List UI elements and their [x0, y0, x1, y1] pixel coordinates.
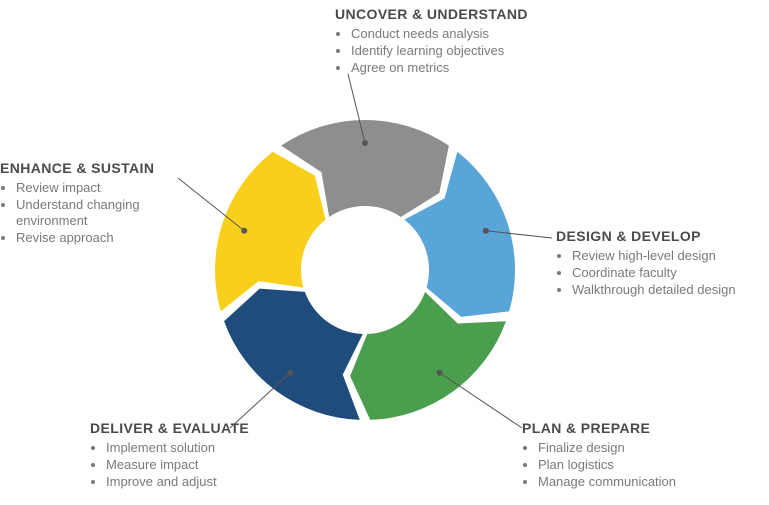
- segment-bullet: Improve and adjust: [106, 474, 300, 490]
- segment-title: PLAN & PREPARE: [522, 420, 732, 438]
- segment-bullet: Measure impact: [106, 457, 300, 473]
- segment-title: DELIVER & EVALUATE: [90, 420, 300, 438]
- callout-line-plan: [440, 373, 522, 428]
- label-enhance: ENHANCE & SUSTAIN Review impactUnderstand…: [0, 160, 180, 248]
- segment-deliver: [224, 289, 363, 420]
- segment-bullet: Walkthrough detailed design: [572, 282, 766, 298]
- segment-bullets: Review high-level designCoordinate facul…: [556, 248, 766, 299]
- segment-bullet: Manage communication: [538, 474, 732, 490]
- segment-title: UNCOVER & UNDERSTAND: [335, 6, 585, 24]
- label-design: DESIGN & DEVELOP Review high-level design…: [556, 228, 766, 299]
- label-deliver: DELIVER & EVALUATE Implement solutionMeas…: [90, 420, 300, 491]
- segment-bullets: Review impactUnderstand changing environ…: [0, 180, 180, 247]
- segment-bullet: Review high-level design: [572, 248, 766, 264]
- segment-bullet: Revise approach: [16, 230, 180, 246]
- segment-bullet: Coordinate faculty: [572, 265, 766, 281]
- segment-bullet: Plan logistics: [538, 457, 732, 473]
- callout-dot-design: [483, 228, 489, 234]
- segment-bullets: Implement solutionMeasure impactImprove …: [90, 440, 300, 491]
- label-plan: PLAN & PREPARE Finalize designPlan logist…: [522, 420, 732, 491]
- segment-bullet: Implement solution: [106, 440, 300, 456]
- callout-dot-deliver: [287, 370, 293, 376]
- segment-title: DESIGN & DEVELOP: [556, 228, 766, 246]
- segment-bullet: Agree on metrics: [351, 60, 585, 76]
- segment-bullet: Review impact: [16, 180, 180, 196]
- segment-bullet: Understand changing environment: [16, 197, 180, 230]
- segment-bullets: Finalize designPlan logisticsManage comm…: [522, 440, 732, 491]
- callout-dot-plan: [437, 370, 443, 376]
- segment-title: ENHANCE & SUSTAIN: [0, 160, 180, 178]
- callout-dot-enhance: [241, 228, 247, 234]
- segment-bullets: Conduct needs analysisIdentify learning …: [335, 26, 585, 77]
- segment-bullet: Identify learning objectives: [351, 43, 585, 59]
- label-uncover: UNCOVER & UNDERSTAND Conduct needs analys…: [335, 6, 585, 77]
- segment-bullet: Conduct needs analysis: [351, 26, 585, 42]
- callout-dot-uncover: [362, 140, 368, 146]
- diagram-stage: UNCOVER & UNDERSTAND Conduct needs analys…: [0, 0, 769, 505]
- segment-bullet: Finalize design: [538, 440, 732, 456]
- segment-enhance: [215, 152, 326, 312]
